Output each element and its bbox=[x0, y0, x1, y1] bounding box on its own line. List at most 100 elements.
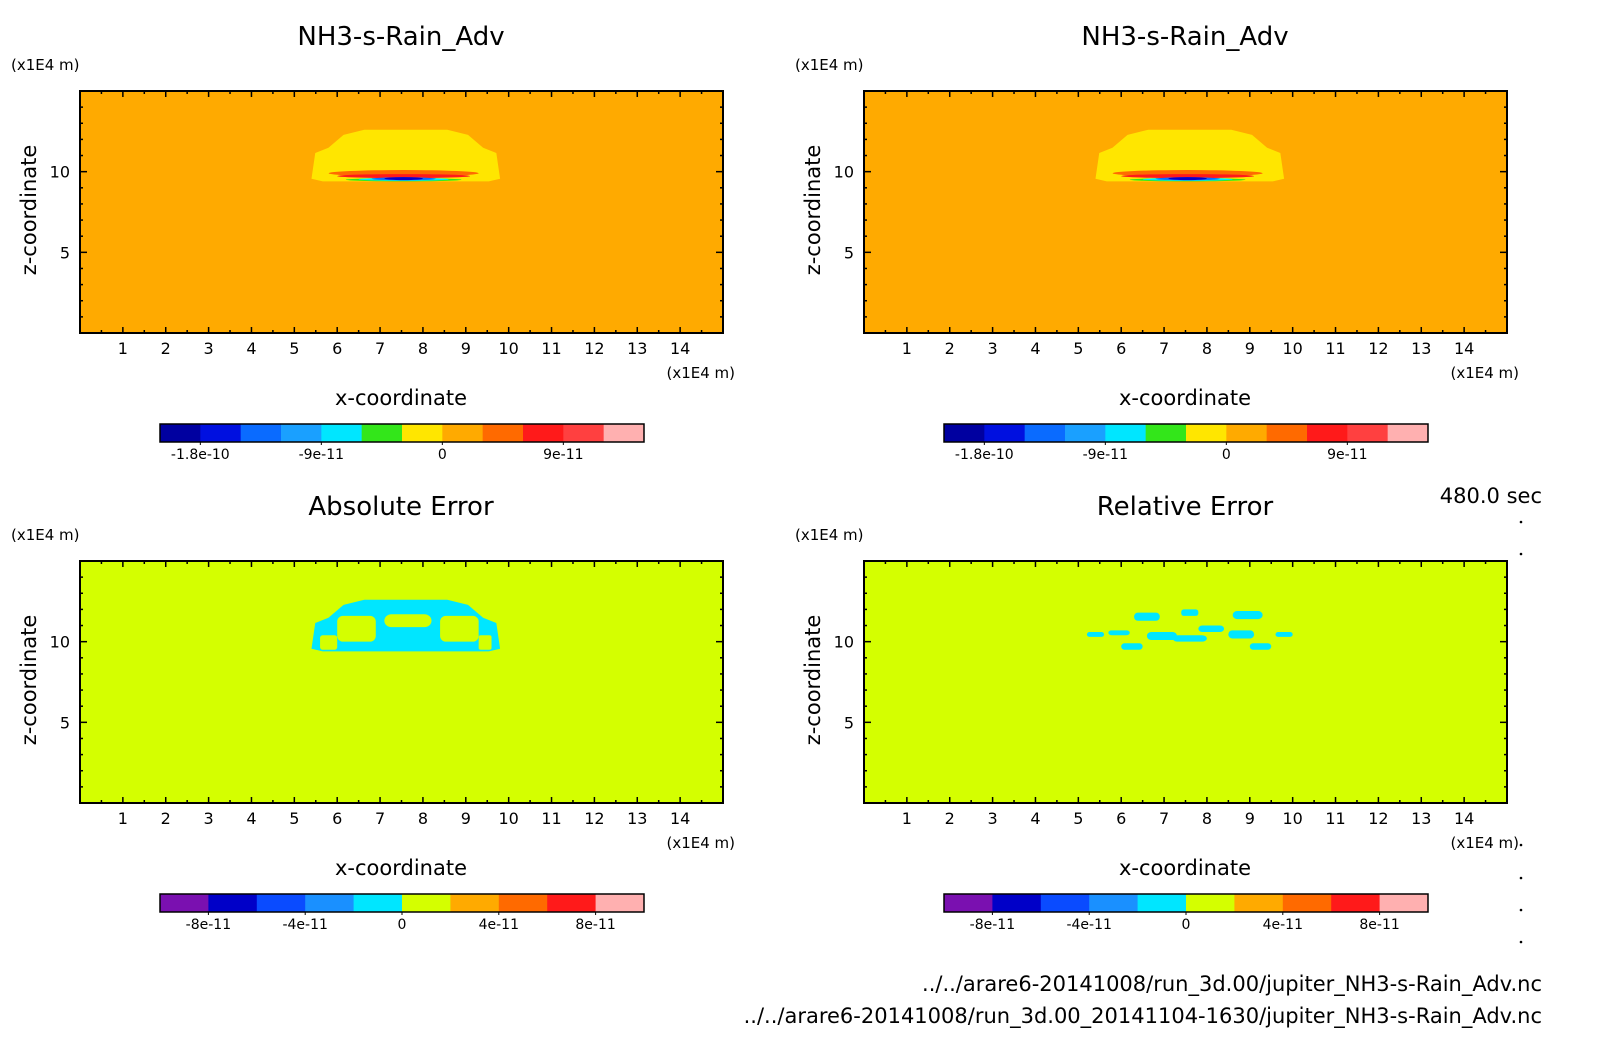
colorbar-label: 8e-11 bbox=[1359, 917, 1399, 933]
x-tick-label: 13 bbox=[1411, 339, 1431, 358]
field-feature-10 bbox=[1275, 631, 1293, 637]
colorbar-swatch bbox=[442, 424, 484, 442]
colorbar-swatch bbox=[595, 894, 645, 912]
x-tick-label: 3 bbox=[204, 339, 214, 358]
x-axis-label: x-coordinate bbox=[335, 856, 467, 880]
y-axis-label: z-coordinate bbox=[17, 615, 41, 746]
colorbar-label: -9e-11 bbox=[299, 447, 344, 463]
colorbar-swatch bbox=[256, 894, 306, 912]
x-tick-label: 3 bbox=[988, 339, 998, 358]
colorbar-swatch bbox=[1379, 894, 1429, 912]
x-tick-label: 10 bbox=[1282, 339, 1302, 358]
colorbar-label: -8e-11 bbox=[186, 917, 231, 933]
chart-title: NH3-s-Rain_Adv bbox=[1081, 22, 1288, 52]
colorbar-swatch bbox=[992, 894, 1042, 912]
colorbar-label: 9e-11 bbox=[1327, 447, 1367, 463]
field-feature-0 bbox=[1095, 129, 1285, 182]
x-tick-label: 8 bbox=[1202, 339, 1212, 358]
x-tick-label: 6 bbox=[1116, 339, 1126, 358]
x-tick-label: 6 bbox=[332, 339, 342, 358]
field-feature-6 bbox=[1168, 177, 1207, 181]
colorbar-swatch bbox=[160, 894, 209, 912]
x-tick-label: 5 bbox=[289, 339, 299, 358]
chart-panel-1: NH3-s-Rain_Adv(x1E4 m)(x1E4 m)1 2 3 4 5 6 7 8 9 1… bbox=[11, 22, 735, 463]
colorbar-swatch bbox=[1024, 424, 1066, 442]
colorbar-swatch bbox=[402, 424, 443, 442]
x-tick-label: 5 bbox=[1073, 809, 1083, 828]
y-axis-label: z-coordinate bbox=[801, 145, 825, 276]
colorbar-swatch bbox=[1331, 894, 1381, 912]
x-tick-label: 6 bbox=[332, 809, 342, 828]
x-tick-label: 7 bbox=[375, 809, 385, 828]
x-tick-label: 11 bbox=[1325, 809, 1345, 828]
field-feature-5 bbox=[1228, 630, 1255, 639]
field-feature-7 bbox=[1121, 643, 1143, 650]
x-tick-label: 9 bbox=[461, 339, 471, 358]
x-tick-label: 9 bbox=[1245, 809, 1255, 828]
x-tick-label: 11 bbox=[1325, 339, 1345, 358]
margin-dot bbox=[1519, 552, 1523, 556]
colorbar-swatch bbox=[240, 424, 282, 442]
x-tick-label: 10 bbox=[498, 809, 518, 828]
chart-panel-3: Absolute Error(x1E4 m)(x1E4 m)1 2 3 4 5 6 7 8 9 1… bbox=[11, 492, 735, 933]
field-feature-2 bbox=[440, 615, 479, 642]
colorbar-label: 4e-11 bbox=[1263, 917, 1303, 933]
x-tick-label: 7 bbox=[1159, 339, 1169, 358]
x-tick-label: 4 bbox=[246, 339, 256, 358]
chart-title: Absolute Error bbox=[308, 492, 494, 522]
x-tick-label: 12 bbox=[1368, 339, 1388, 358]
colorbar-swatch bbox=[402, 894, 451, 912]
colorbar-swatch bbox=[1226, 424, 1268, 442]
colorbar-swatch bbox=[944, 424, 985, 442]
x-tick-label: 1 bbox=[118, 339, 128, 358]
colorbar-swatch bbox=[353, 894, 403, 912]
x-unit-label: (x1E4 m) bbox=[1450, 364, 1519, 382]
x-unit-label: (x1E4 m) bbox=[666, 364, 735, 382]
colorbar-label: -1.8e-10 bbox=[171, 447, 230, 463]
x-tick-label: 12 bbox=[584, 339, 604, 358]
colorbar-swatch bbox=[1186, 894, 1235, 912]
colorbar-label: -4e-11 bbox=[1066, 917, 1111, 933]
margin-dot bbox=[1519, 520, 1523, 524]
x-unit-label: (x1E4 m) bbox=[1450, 834, 1519, 852]
field-feature-6 bbox=[1232, 611, 1263, 620]
x-tick-label: 1 bbox=[902, 809, 912, 828]
field-feature-2 bbox=[337, 174, 471, 179]
chart-panel-4: Relative Error(x1E4 m)(x1E4 m)1 2 3 4 5 6 7 8 9 1… bbox=[795, 492, 1519, 933]
x-tick-label: 3 bbox=[204, 809, 214, 828]
x-tick-label: 2 bbox=[161, 339, 171, 358]
field-feature-1 bbox=[337, 615, 376, 642]
colorbar-label: 0 bbox=[438, 447, 447, 463]
colorbar-swatch bbox=[1089, 894, 1139, 912]
colorbar-swatch bbox=[1040, 894, 1090, 912]
field-feature-11 bbox=[1181, 609, 1199, 616]
field-feature-3 bbox=[384, 614, 432, 628]
x-tick-label: 8 bbox=[418, 339, 428, 358]
x-unit-label: (x1E4 m) bbox=[666, 834, 735, 852]
colorbar-label: -1.8e-10 bbox=[955, 447, 1014, 463]
y-axis-label: z-coordinate bbox=[801, 615, 825, 746]
colorbar-label: 0 bbox=[398, 917, 407, 933]
y-tick-label: 10 bbox=[50, 633, 70, 652]
colorbar-swatch bbox=[547, 894, 597, 912]
chart-title: NH3-s-Rain_Adv bbox=[297, 22, 504, 52]
colorbar-swatch bbox=[281, 424, 322, 442]
x-tick-label: 9 bbox=[1245, 339, 1255, 358]
y-tick-label: 5 bbox=[844, 243, 854, 262]
x-tick-label: 12 bbox=[584, 809, 604, 828]
file-path-1: ../../arare6-20141008/run_3d.00/jupiter_… bbox=[922, 972, 1542, 996]
field-background bbox=[864, 91, 1507, 333]
x-tick-label: 14 bbox=[670, 339, 690, 358]
colorbar-swatch bbox=[200, 424, 242, 442]
colorbar-swatch bbox=[1347, 424, 1389, 442]
field-feature-2 bbox=[1146, 631, 1177, 641]
margin-dot bbox=[1519, 940, 1523, 944]
y-tick-label: 10 bbox=[50, 163, 70, 182]
field-feature-6 bbox=[384, 177, 423, 181]
margin-dot bbox=[1519, 908, 1523, 912]
x-tick-label: 2 bbox=[945, 809, 955, 828]
x-tick-label: 6 bbox=[1116, 809, 1126, 828]
field-background bbox=[80, 561, 723, 803]
x-axis-label: x-coordinate bbox=[1119, 856, 1251, 880]
colorbar-swatch bbox=[1105, 424, 1147, 442]
